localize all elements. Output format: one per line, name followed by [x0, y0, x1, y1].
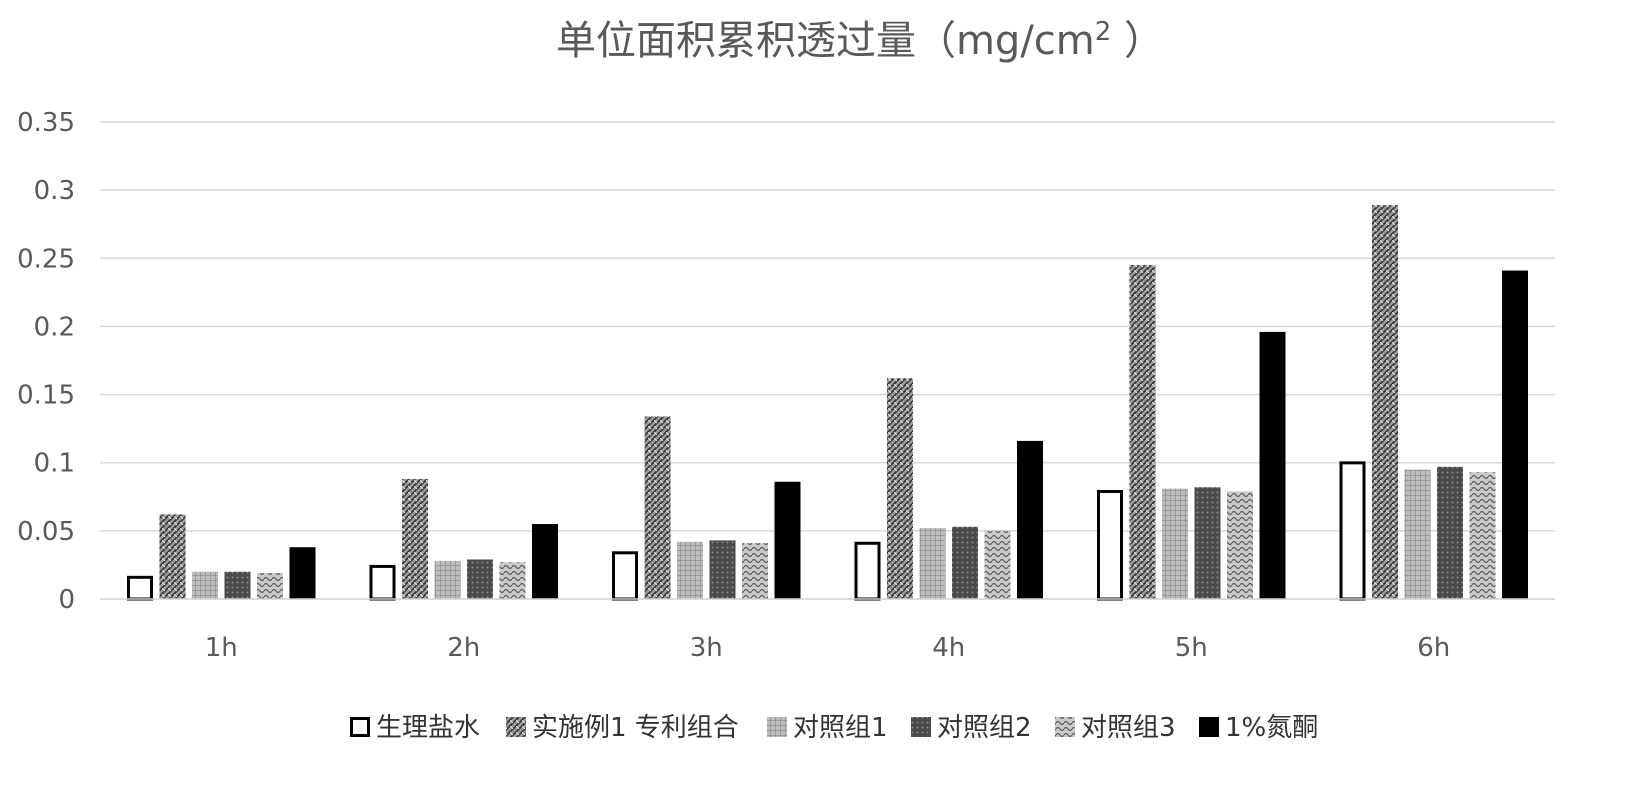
bar-1h-series-1 [160, 515, 186, 599]
y-tick-label: 0.25 [17, 244, 75, 274]
bar-1h-series-2 [192, 572, 218, 599]
bar-5h-series-4 [1227, 491, 1253, 599]
x-category-label: 6h [1417, 633, 1450, 663]
bar-6h-series-1 [1372, 205, 1398, 599]
bar-5h-series-2 [1162, 489, 1188, 599]
legend-label-2: 对照组1 [793, 713, 888, 743]
bar-4h-series-5 [1017, 441, 1043, 599]
bar-1h-series-4 [257, 573, 283, 599]
bar-4h-series-4 [985, 531, 1011, 599]
legend-label-4: 对照组3 [1081, 713, 1176, 743]
legend-label-5: 1%氮酮 [1225, 713, 1318, 743]
bar-6h-series-0 [1341, 463, 1364, 599]
bar-2h-series-3 [467, 559, 493, 599]
y-tick-label: 0.05 [17, 517, 75, 547]
chart-title: 单位面积累积透过量（mg/cm2 ） [556, 17, 1164, 64]
x-category-label: 2h [447, 633, 480, 663]
bar-6h-series-2 [1405, 470, 1431, 599]
y-tick-label: 0.35 [17, 108, 75, 138]
bar-2h-series-1 [402, 479, 428, 599]
x-category-label: 3h [690, 633, 723, 663]
gridlines [100, 122, 1555, 531]
legend-label-0: 生理盐水 [376, 713, 480, 743]
x-category-label: 1h [205, 633, 238, 663]
bar-2h-series-2 [435, 561, 461, 599]
bar-5h-series-3 [1195, 487, 1221, 599]
bar-3h-series-3 [710, 540, 736, 599]
bar-4h-series-0 [856, 543, 879, 599]
bar-4h-series-2 [920, 528, 946, 599]
bar-3h-series-5 [775, 482, 801, 599]
bar-1h-series-0 [129, 577, 152, 599]
bar-3h-series-1 [645, 416, 671, 599]
bar-6h-series-3 [1437, 467, 1463, 599]
bar-1h-series-5 [290, 547, 316, 599]
legend-label-1: 实施例1 专利组合 [532, 713, 739, 743]
bar-5h-series-0 [1099, 491, 1122, 599]
bars [129, 205, 1529, 599]
legend-swatch-1 [506, 717, 526, 737]
bar-5h-series-5 [1260, 332, 1286, 599]
legend-swatch-2 [767, 717, 787, 737]
bar-3h-series-2 [677, 542, 703, 599]
bar-6h-series-4 [1470, 472, 1496, 599]
bar-2h-series-0 [371, 566, 394, 599]
y-tick-label: 0 [58, 585, 75, 615]
legend-swatch-3 [911, 717, 931, 737]
legend-swatch-4 [1055, 717, 1075, 737]
y-tick-label: 0.3 [34, 176, 75, 206]
x-category-label: 4h [932, 633, 965, 663]
y-tick-label: 0.1 [34, 449, 75, 479]
bar-2h-series-5 [532, 524, 558, 599]
bar-2h-series-4 [500, 562, 526, 599]
bar-4h-series-3 [952, 527, 978, 599]
bar-4h-series-1 [887, 378, 913, 599]
bar-1h-series-3 [225, 572, 251, 599]
legend-swatch-0 [352, 719, 369, 736]
bar-5h-series-1 [1130, 265, 1156, 599]
y-tick-label: 0.2 [34, 312, 75, 342]
y-axis-ticks: 0 0.05 0.1 0.15 0.2 0.25 0.3 0.35 [17, 108, 75, 615]
bar-6h-series-5 [1502, 271, 1528, 599]
legend-swatch-5 [1199, 717, 1219, 737]
y-tick-label: 0.15 [17, 381, 75, 411]
legend: 生理盐水 实施例1 专利组合 对照组1 对照组2 对照组3 1%氮酮 [352, 713, 1319, 743]
bar-3h-series-4 [742, 543, 768, 599]
x-axis-categories: 1h 2h 3h 4h 5h 6h [205, 633, 1451, 663]
legend-label-3: 对照组2 [937, 713, 1032, 743]
x-category-label: 5h [1175, 633, 1208, 663]
bar-3h-series-0 [614, 553, 637, 599]
